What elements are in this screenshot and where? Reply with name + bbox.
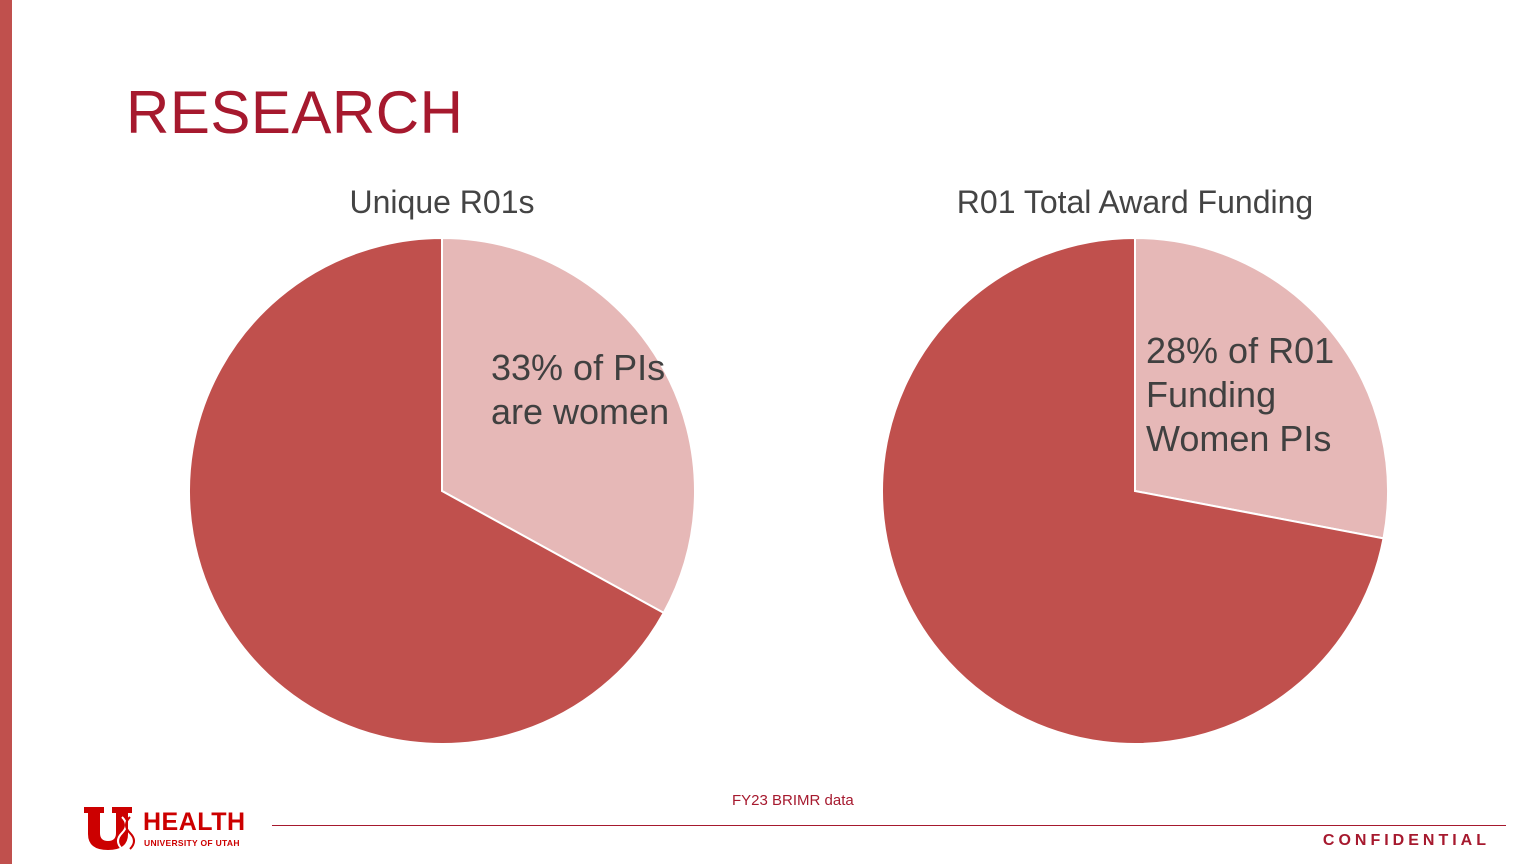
slice-label-women-r01s: 33% of PIs are women: [491, 347, 670, 432]
university-of-utah-health-logo: HEALTH UNIVERSITY OF UTAH: [84, 805, 254, 851]
chart-title-r01-funding: R01 Total Award Funding: [956, 184, 1314, 220]
pie2-slice-1: [1134, 236, 1389, 540]
left-accent-bar: [0, 0, 12, 864]
pie1-slice-2: [188, 236, 666, 745]
page-title: RESEARCH: [126, 79, 464, 146]
chart-title-unique-r01s: Unique R01s: [349, 184, 535, 220]
pie1-slice-1: [441, 236, 696, 615]
confidential-label: CONFIDENTIAL: [1322, 832, 1490, 849]
logo-wordmark: HEALTH: [143, 808, 246, 836]
slice-label-women-funding: 28% of R01 Funding Women PIs: [1146, 330, 1335, 459]
source-note: FY23 BRIMR data: [732, 792, 854, 809]
pie2-slice-2: [881, 236, 1385, 745]
footer-divider: [272, 825, 1506, 826]
logo-subtitle: UNIVERSITY OF UTAH: [144, 838, 240, 848]
block-u-icon: [84, 807, 135, 850]
